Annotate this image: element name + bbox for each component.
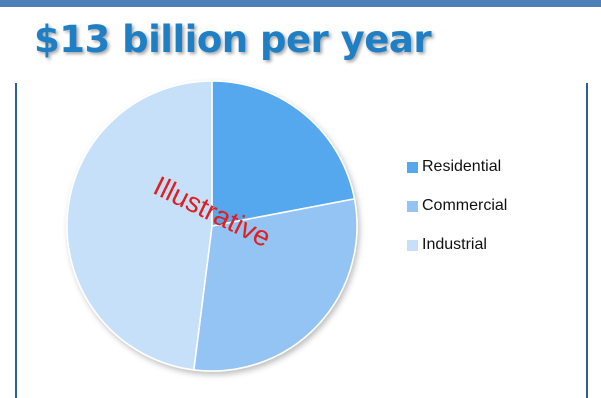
legend-item-residential: Residential [407, 157, 507, 177]
legend-swatch [407, 239, 418, 251]
chart-legend: Residential Commercial Industrial [407, 157, 507, 274]
pie-slice-residential [211, 80, 356, 227]
legend-label: Commercial [422, 197, 508, 214]
pie-slice-commercial [192, 197, 358, 372]
legend-label: Residential [422, 158, 502, 175]
frame-right-border [586, 83, 588, 398]
legend-swatch [407, 161, 418, 173]
pie-slices [66, 80, 358, 372]
legend-label: Industrial [422, 236, 487, 253]
legend-item-industrial: Industrial [407, 235, 507, 255]
header-bar [0, 0, 601, 7]
pie-slice-industrial [66, 80, 213, 371]
legend-item-commercial: Commercial [407, 196, 507, 216]
legend-swatch [407, 200, 418, 212]
frame-left-border [15, 83, 17, 398]
page-title: $13 billion per year [34, 18, 432, 61]
